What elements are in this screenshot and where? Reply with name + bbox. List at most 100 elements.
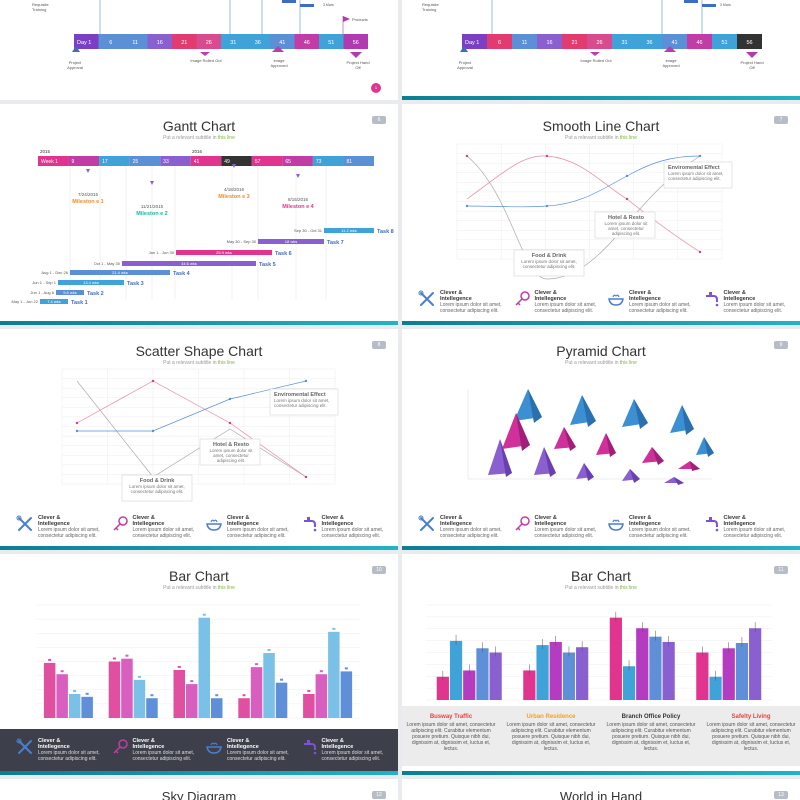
timeline-label: 21: [571, 40, 577, 46]
feature-title-2: Intellegence: [629, 296, 661, 302]
series-line-3: [77, 380, 307, 432]
feature-text: Clever & Intellegence Lorem ipsum dolor si…: [629, 290, 696, 314]
task-name: Task 4: [173, 271, 191, 277]
feature-text: Clever & Intellegence Lorem ipsum dolor si…: [133, 738, 200, 762]
week-cell: [99, 156, 130, 166]
slide-number: 12: [372, 791, 386, 799]
series-line-1: [76, 380, 307, 478]
slide-number: 6: [372, 116, 386, 124]
milestone-label: Mileston e 4: [282, 204, 314, 210]
feature-row: Clever & Intellegence Lorem ipsum dolor si…: [412, 515, 790, 545]
feature-text: Clever & Intellegence Lorem ipsum dolor si…: [724, 515, 791, 539]
data-point: [545, 154, 549, 158]
gantt-chart: 2015 2016 Week 1 9 17 25 33 41 49 57 65 73 81 7/24/20…: [12, 149, 394, 306]
week-cell: [282, 156, 313, 166]
data-point: [151, 379, 155, 383]
slide-sky-diagram[interactable]: Sky Diagram 12: [0, 779, 398, 800]
scatter-shape-chart: [61, 368, 339, 502]
feature-item: Clever & Intellegence Lorem ipsum dolor si…: [10, 515, 105, 545]
week-label: 33: [163, 159, 169, 165]
feature-title-2: Intellegence: [321, 744, 354, 750]
feature-item: Clever & Intellegence Lorem ipsum dolor si…: [507, 290, 602, 320]
callout-box: [121, 474, 193, 502]
bar-chart-right: [426, 604, 772, 701]
bar: [749, 628, 762, 700]
slide-timeline-left[interactable]: Day 1 6 11 16 21 26 31 36 41 46 51 56 Requisite Tra…: [0, 0, 398, 100]
slide-gantt[interactable]: Gantt Chart Put a relevant subtitle in t…: [0, 104, 398, 325]
slide-timeline-right[interactable]: Day 1 6 11 16 21 26 31 36 41 46 51 56 Requisite Tra…: [402, 0, 800, 100]
week-label: 41: [194, 159, 200, 165]
task-duration: 34.6 wks: [181, 261, 197, 266]
slide-world-in-hand[interactable]: World in Hand 13: [402, 779, 800, 800]
feature-title-2: Intellegence: [321, 521, 354, 527]
series-line-2: [466, 155, 701, 253]
slide-bar-right[interactable]: Bar Chart Put a relevant subtitle in thi…: [402, 554, 800, 775]
feature-title: Clever &: [723, 290, 746, 296]
bar-label-marker: [85, 692, 89, 695]
feature-item: Clever & Intellegence Lorem ipsum dolor si…: [696, 290, 791, 320]
bar-label-marker: [137, 675, 141, 678]
slide-pyramid[interactable]: Pyramid Chart Put a relevant subtitle in…: [402, 329, 800, 550]
timeline-cell: [587, 34, 612, 49]
slide-bar-left[interactable]: Bar Chart Put a relevant subtitle in thi…: [0, 554, 398, 775]
milestone-marker: [86, 169, 90, 173]
task-duration: 7.4 wks: [47, 299, 61, 304]
category-branch: Branch Office Policy Lorem ipsum dolor si…: [606, 714, 696, 752]
timeline-left-svg: Day 1 6 11 16 21 26 31 36 41 46 51 56: [72, 0, 381, 93]
callout-env: Enviromental Effect Lorem ipsum dolor sit…: [668, 165, 724, 181]
bar: [108, 661, 121, 718]
feature-desc: Lorem ipsum dolor sit amet, consectetur …: [227, 750, 289, 762]
task-range: Jun 1 - Aug 6: [30, 290, 54, 295]
timeline-cell: [737, 34, 762, 49]
feature-title-2: Intellegence: [534, 296, 567, 302]
timeline-label: 6: [109, 40, 112, 46]
week-label: 17: [102, 159, 108, 165]
feature-title: Clever &: [321, 738, 344, 744]
timeline-cell: [562, 34, 587, 49]
bowl-icon: [607, 515, 625, 533]
data-point: [545, 204, 549, 208]
faucet-icon: [702, 515, 720, 533]
task-range: Aug 1 - Dec 26: [41, 270, 68, 275]
label-requisite: Requisite Training: [422, 2, 439, 12]
feature-desc: Lorem ipsum dolor sit amet, consectetur …: [629, 527, 691, 539]
bar: [735, 643, 749, 700]
category-band: [402, 706, 800, 766]
feature-title-2: Intellegence: [38, 744, 70, 750]
bar-label-marker: [332, 627, 336, 630]
task-name: Task 3: [127, 281, 144, 287]
category-safety: Safelty Living Lorem ipsum dolor sit amet…: [706, 714, 796, 752]
faucet-icon: [702, 290, 720, 308]
task-bar: [58, 280, 124, 285]
timeline-cell: [123, 34, 148, 49]
slide-title: Gantt Chart: [162, 118, 236, 134]
data-point: [75, 421, 79, 425]
slide-smooth-line[interactable]: Smooth Line Chart Put a relevant subtitl…: [402, 104, 800, 325]
task-bar: [324, 228, 374, 233]
timeline-label: 56: [746, 40, 752, 46]
year-label: 2015: [40, 149, 51, 154]
timeline-cell: [270, 34, 295, 49]
feature-item: Clever & Intellegence Lorem ipsum dolor si…: [412, 515, 507, 545]
feature-title-2: Intellegence: [723, 296, 756, 302]
timeline-label: 26: [596, 40, 602, 46]
feature-row: Clever & Intellegence Lorem ipsum dolor si…: [10, 738, 388, 768]
feature-desc: Lorem ipsum dolor sit amet, consectetur …: [440, 302, 502, 314]
bar-label-marker: [215, 694, 219, 697]
feature-text: Clever & Intellegence Lorem ipsum dolor si…: [38, 738, 105, 762]
timeline-cell: [662, 34, 687, 49]
label-products: Products: [352, 17, 368, 22]
bar: [198, 617, 210, 718]
task-duration: 25.9 wks: [216, 250, 232, 255]
label-image-approved: Image Approved: [662, 58, 680, 68]
callout-hotel: Hotel & Resto Lorem ipsum dolor sit amet,…: [209, 442, 253, 463]
series-line-2: [76, 380, 307, 478]
bar: [328, 631, 340, 718]
feature-title: Clever &: [534, 515, 557, 521]
teal-bar: [0, 321, 398, 325]
bar: [186, 684, 198, 718]
feature-desc: Lorem ipsum dolor sit amet, consectetur …: [132, 750, 195, 762]
slide-scatter-shape[interactable]: Scatter Shape Chart Put a relevant subti…: [0, 329, 398, 550]
year-label: 2016: [192, 149, 203, 154]
timeline-label: 51: [721, 40, 727, 46]
